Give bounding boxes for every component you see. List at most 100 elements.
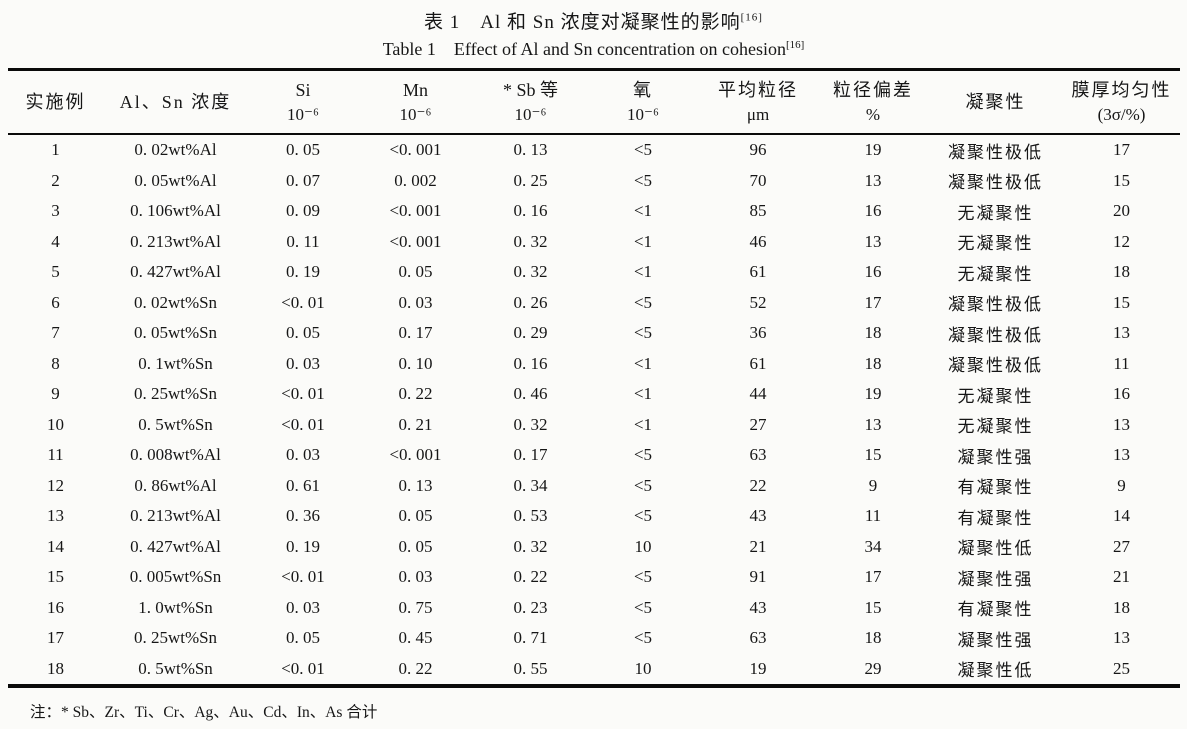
cell-oxygen: <1 <box>633 353 653 373</box>
cell-al-sn-concentration: 0. 5wt%Sn <box>138 414 213 434</box>
cell-sb-etc: 0. 13 <box>513 140 548 160</box>
table-row: 6 0. 02wt%Sn <0. 01 0. 03 0. 26 <5 52 17… <box>8 288 1180 319</box>
col-header-avg-particle-size: 平均粒径 μm <box>698 69 818 135</box>
cell-avg-particle-size: 96 <box>749 140 767 160</box>
cell-sb-etc: 0. 16 <box>513 353 548 373</box>
cell-sb-etc: 0. 17 <box>513 445 548 465</box>
col-header-label: 平均粒径 <box>718 80 798 100</box>
cell-sb-etc: 0. 22 <box>513 567 548 587</box>
cell-sb-etc: 0. 46 <box>513 384 548 404</box>
table-header: 实施例 Al、Sn 浓度 Si 10⁻⁶ Mn 10⁻⁶ * Sb 等 10⁻⁶ 氧 1… <box>8 69 1180 135</box>
cell-avg-particle-size: 22 <box>749 475 767 495</box>
cell-al-sn-concentration: 0. 25wt%Sn <box>133 628 218 648</box>
cell-si: <0. 01 <box>281 292 325 312</box>
table-caption-zh: 表 1 Al 和 Sn 浓度对凝聚性的影响[16] <box>0 9 1187 36</box>
table-row: 9 0. 25wt%Sn <0. 01 0. 22 0. 46 <1 44 19… <box>8 379 1180 410</box>
cell-example: 4 <box>51 231 60 251</box>
cell-mn: <0. 001 <box>389 231 442 251</box>
cell-example: 16 <box>47 597 64 617</box>
cell-al-sn-concentration: 0. 213wt%Al <box>130 231 221 251</box>
cell-si: 0. 03 <box>286 445 320 465</box>
cell-example: 2 <box>51 170 60 190</box>
cell-mn: 0. 05 <box>398 506 433 526</box>
cell-mn: 0. 22 <box>398 384 433 404</box>
table-caption-en: Table 1 Effect of Al and Sn concentratio… <box>0 36 1187 63</box>
col-header-film-uniformity: 膜厚均匀性 (3σ/%) <box>1063 69 1180 135</box>
cell-avg-particle-size: 85 <box>749 201 767 221</box>
cell-mn: 0. 75 <box>398 597 433 617</box>
cell-mn: 0. 21 <box>398 414 433 434</box>
cell-oxygen: <1 <box>633 384 653 404</box>
cell-size-deviation: 16 <box>864 201 882 221</box>
table-row: 10 0. 5wt%Sn <0. 01 0. 21 0. 32 <1 27 13… <box>8 410 1180 441</box>
cell-al-sn-concentration: 0. 25wt%Sn <box>133 384 218 404</box>
cell-mn: <0. 001 <box>389 140 442 160</box>
cell-sb-etc: 0. 26 <box>513 292 548 312</box>
table-row: 5 0. 427wt%Al 0. 19 0. 05 0. 32 <1 61 16… <box>8 257 1180 288</box>
cell-al-sn-concentration: 0. 05wt%Sn <box>133 323 218 343</box>
table-row: 16 1. 0wt%Sn 0. 03 0. 75 0. 23 <5 43 15 … <box>8 593 1180 624</box>
cell-oxygen: <1 <box>633 201 653 221</box>
cell-sb-etc: 0. 34 <box>513 475 548 495</box>
table-row: 17 0. 25wt%Sn 0. 05 0. 45 0. 71 <5 63 18… <box>8 623 1180 654</box>
cell-avg-particle-size: 91 <box>749 567 767 587</box>
cell-sb-etc: 0. 71 <box>513 628 548 648</box>
col-header-label: 粒径偏差 <box>833 80 913 100</box>
cell-size-deviation: 17 <box>864 292 882 312</box>
cell-si: 0. 05 <box>286 628 320 648</box>
cell-example: 11 <box>47 445 64 465</box>
cell-oxygen: <1 <box>633 231 653 251</box>
cell-example: 15 <box>47 567 64 587</box>
cell-avg-particle-size: 19 <box>749 658 767 678</box>
caption-zh-text: 表 1 Al 和 Sn 浓度对凝聚性的影响 <box>424 12 741 33</box>
cell-avg-particle-size: 21 <box>749 536 767 556</box>
cell-al-sn-concentration: 0. 213wt%Al <box>130 506 221 526</box>
cell-size-deviation: 19 <box>864 140 882 160</box>
cell-cohesion: 无凝聚性 <box>957 417 1034 437</box>
cell-oxygen: <5 <box>633 628 653 648</box>
cell-avg-particle-size: 61 <box>749 262 767 282</box>
table-row: 8 0. 1wt%Sn 0. 03 0. 10 0. 16 <1 61 18 凝… <box>8 349 1180 380</box>
cell-cohesion: 无凝聚性 <box>957 203 1034 223</box>
cell-si: 0. 11 <box>286 231 320 251</box>
cell-size-deviation: 18 <box>864 628 882 648</box>
cell-example: 1 <box>51 140 60 160</box>
table-row: 1 0. 02wt%Al 0. 05 <0. 001 0. 13 <5 96 1… <box>8 134 1180 166</box>
cell-film-uniformity: 15 <box>1113 292 1130 312</box>
col-header-sb-etc: * Sb 等 10⁻⁶ <box>473 69 588 135</box>
table-footnote: 注：* Sb、Zr、Ti、Cr、Ag、Au、Cd、In、As 合计 <box>30 704 378 721</box>
cell-cohesion: 有凝聚性 <box>957 600 1034 620</box>
table-body: 1 0. 02wt%Al 0. 05 <0. 001 0. 13 <5 96 1… <box>8 134 1180 686</box>
cell-size-deviation: 17 <box>864 567 882 587</box>
cell-mn: 0. 10 <box>398 353 433 373</box>
cell-example: 13 <box>47 506 64 526</box>
col-header-unit: 10⁻⁶ <box>514 105 547 124</box>
cell-al-sn-concentration: 0. 05wt%Al <box>134 170 217 190</box>
cell-si: <0. 01 <box>281 384 325 404</box>
cell-cohesion: 凝聚性低 <box>957 661 1034 681</box>
cell-mn: 0. 05 <box>398 262 433 282</box>
cell-sb-etc: 0. 55 <box>513 658 548 678</box>
cell-avg-particle-size: 43 <box>749 597 767 617</box>
cell-oxygen: <5 <box>633 475 653 495</box>
cell-mn: 0. 13 <box>398 475 433 495</box>
cell-si: 0. 05 <box>286 140 320 160</box>
cell-oxygen: <5 <box>633 292 653 312</box>
cell-al-sn-concentration: 0. 427wt%Al <box>130 536 221 556</box>
cell-film-uniformity: 27 <box>1113 536 1130 556</box>
cell-cohesion: 凝聚性极低 <box>948 173 1043 193</box>
cell-cohesion: 有凝聚性 <box>957 508 1034 528</box>
cell-si: <0. 01 <box>281 658 325 678</box>
cell-mn: 0. 03 <box>398 292 433 312</box>
table-row: 4 0. 213wt%Al 0. 11 <0. 001 0. 32 <1 46 … <box>8 227 1180 258</box>
cell-size-deviation: 18 <box>864 323 882 343</box>
cell-avg-particle-size: 46 <box>749 231 767 251</box>
cell-avg-particle-size: 36 <box>749 323 767 343</box>
cell-cohesion: 凝聚性极低 <box>948 295 1043 315</box>
table-row: 14 0. 427wt%Al 0. 19 0. 05 0. 32 10 21 3… <box>8 532 1180 563</box>
col-header-si: Si 10⁻⁶ <box>248 69 358 135</box>
cell-al-sn-concentration: 0. 02wt%Sn <box>133 292 218 312</box>
col-header-label: 膜厚均匀性 <box>1071 80 1172 100</box>
cell-si: 0. 61 <box>286 475 320 495</box>
col-header-unit: μm <box>746 105 770 124</box>
